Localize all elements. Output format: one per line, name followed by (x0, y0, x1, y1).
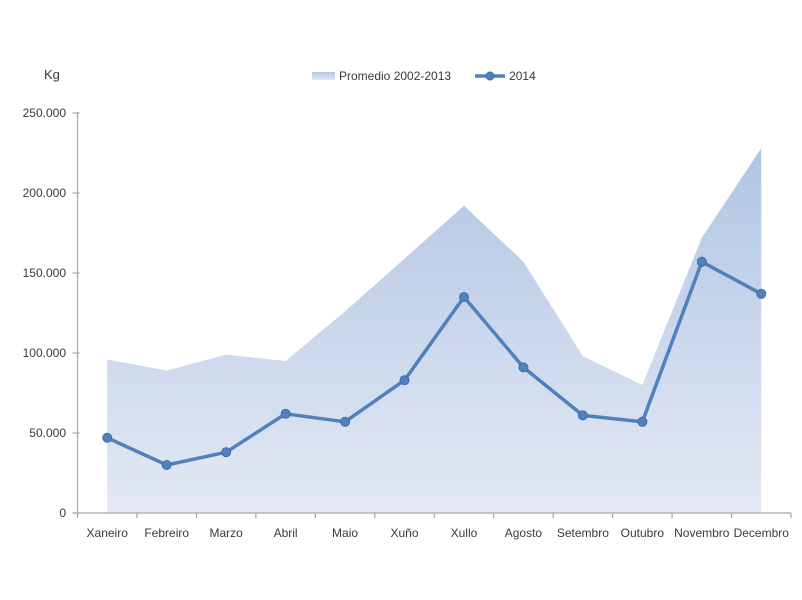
y-axis-unit-label: Kg (44, 67, 60, 82)
data-point-marker (221, 447, 232, 458)
data-point-marker (280, 408, 291, 419)
legend: Promedio 2002-2013 2014 (312, 69, 536, 83)
area-swatch-icon (312, 72, 335, 80)
data-point-marker (696, 256, 707, 267)
x-category-label: Xaneiro (86, 526, 128, 540)
line-marker-swatch-icon (475, 71, 506, 81)
data-point-marker (340, 416, 351, 427)
x-category-label: Xuño (390, 526, 419, 540)
data-point-marker (458, 292, 469, 302)
y-tick-label: 100.000 (22, 346, 66, 360)
x-category-label: Maio (332, 526, 359, 540)
data-point-marker (161, 460, 172, 470)
line-series-2014 (105, 260, 764, 467)
data-point-marker (102, 432, 113, 443)
y-tick-label: 200.000 (22, 186, 66, 200)
y-tick-label: 150.000 (22, 266, 66, 280)
data-point-marker (637, 416, 648, 427)
legend-item-2014: 2014 (475, 69, 536, 83)
y-tick-label: 0 (59, 506, 66, 520)
data-point-marker (518, 362, 529, 373)
x-category-label: Outubro (620, 526, 665, 540)
data-point-marker (399, 375, 410, 386)
y-tick-label: 50.000 (29, 426, 66, 440)
legend-label-promedio: Promedio 2002-2013 (339, 69, 452, 83)
x-category-label: Novembro (674, 526, 730, 540)
legend-item-promedio: Promedio 2002-2013 (312, 69, 451, 83)
x-category-label: Marzo (209, 526, 243, 540)
x-category-label: Xullo (450, 526, 478, 540)
data-point-marker (756, 288, 767, 299)
y-tick-label: 250.000 (22, 106, 66, 120)
x-category-label: Abril (273, 526, 298, 540)
legend-label-2014: 2014 (509, 69, 536, 83)
x-category-label: Setembro (556, 526, 609, 540)
x-category-label: Agosto (504, 526, 543, 540)
data-point-marker (577, 410, 588, 421)
x-category-label: Decembro (733, 526, 789, 540)
x-category-label: Febreiro (144, 526, 190, 540)
